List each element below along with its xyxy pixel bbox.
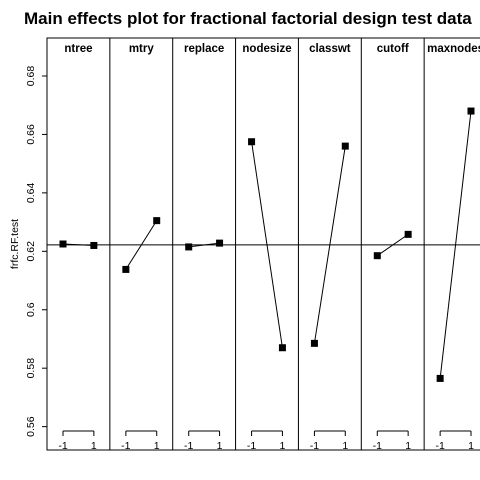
level-label: 1 [154,440,160,452]
data-point [185,243,193,251]
data-point [153,217,161,225]
level-label: -1 [247,440,256,452]
data-point [278,344,286,352]
panel-cutoff: cutoff -1 1 [373,43,412,452]
y-tick-label: 0.68 [25,66,37,87]
effect-line [377,233,409,257]
y-tick-label: 0.62 [25,241,37,262]
level-label: -1 [373,440,382,452]
level-label: -1 [184,440,193,452]
level-label: -1 [310,440,319,452]
y-tick-label: 0.66 [25,124,37,145]
effect-line [313,146,346,344]
effect-line [251,141,283,348]
level-label: 1 [405,440,411,452]
data-point [122,265,130,273]
data-point [59,240,67,248]
plot-frame [46,37,480,451]
y-tick-label: 0.56 [25,416,37,437]
facet-label: maxnodes [427,43,480,55]
data-point [216,239,224,247]
facet-label: nodesize [242,43,291,55]
data-point [467,107,475,115]
facet-label: classwt [309,43,351,55]
chart-title: Main effects plot for fractional factori… [24,9,472,28]
effect-line [439,110,472,379]
panel-maxnodes: maxnodes -1 1 [427,43,480,452]
level-label: 1 [280,440,286,452]
effect-line [188,242,220,248]
level-label: 1 [342,440,348,452]
facet-label: replace [184,43,224,55]
y-tick-label: 0.58 [25,358,37,379]
level-label: 1 [91,440,97,452]
panel-nodesize: nodesize -1 1 [242,43,291,452]
facet-label: mtry [129,43,155,55]
level-label: -1 [435,440,444,452]
data-point [373,252,381,260]
panel-ntree: ntree -1 1 [58,43,98,452]
data-point [436,374,444,382]
effect-line [62,243,94,246]
data-point [404,230,412,238]
data-point [310,339,318,347]
facet-label: cutoff [377,43,409,55]
level-label: -1 [121,440,130,452]
level-label: -1 [58,440,67,452]
y-axis: 0.56 0.58 0.6 0.62 0.64 0.66 0.68 [25,66,47,437]
y-tick-label: 0.6 [25,302,37,317]
y-tick-label: 0.64 [25,182,37,203]
facet-label: ntree [64,43,92,55]
panel-replace: replace -1 1 [184,43,224,452]
effect-line [125,220,158,270]
data-point [248,138,256,146]
data-point [90,241,98,249]
y-axis-title: frfc.RF.test [9,219,21,269]
data-point [341,142,349,150]
level-label: 1 [468,440,474,452]
panel-mtry: mtry -1 1 [121,43,161,452]
panel-classwt: classwt -1 1 [309,43,351,452]
level-label: 1 [217,440,223,452]
